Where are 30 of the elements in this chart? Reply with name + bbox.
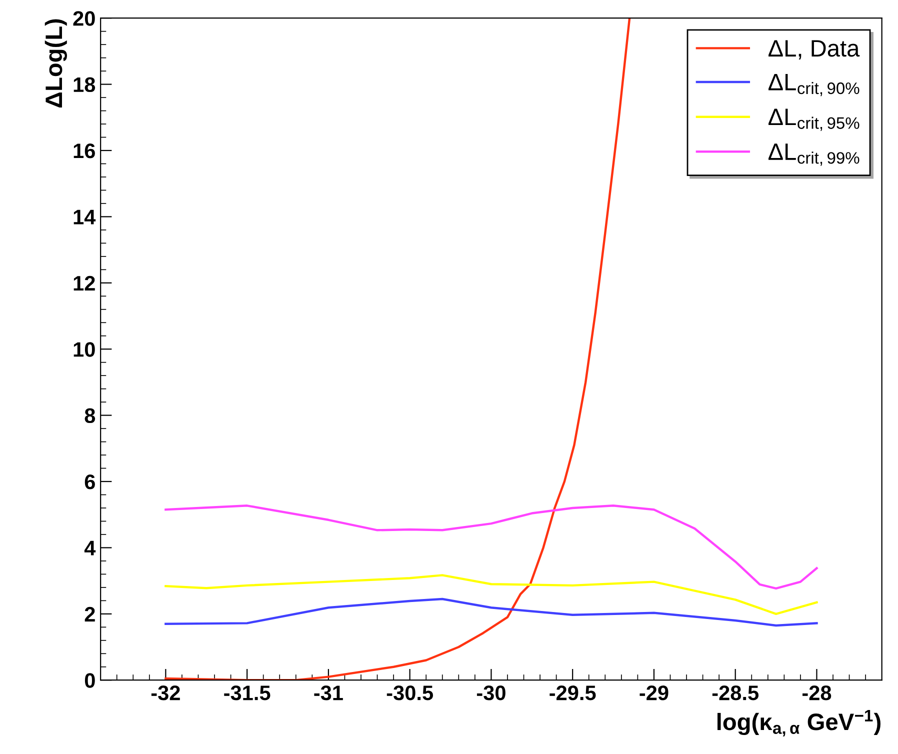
x-tick-label: -29.5 [550, 686, 596, 700]
x-tick-label: -30 [476, 686, 506, 700]
legend-label: ΔL$_{crit,99%}$ [768, 144, 860, 166]
x-tick-label: -28 [802, 686, 832, 700]
y-tick-label: 8 [84, 408, 96, 424]
y-tick-label: 18 [74, 77, 96, 92]
y-tick-label: 2 [84, 606, 95, 622]
y-tick-label: 6 [84, 474, 95, 490]
line-series [164, 504, 818, 590]
line-series [164, 598, 818, 627]
y-axis-title: ΔLog(L) [44, 19, 67, 108]
y-tick-label: 16 [74, 144, 95, 158]
x-axis-title: log(κ$_{a,α}$ GeV$^{−1}$) [718, 710, 880, 736]
x-tick-label: -31.5 [224, 686, 270, 700]
x-tick-label: -31 [314, 686, 343, 700]
y-tick-label: 20 [73, 11, 95, 26]
x-tick-label: -30.5 [386, 686, 433, 700]
x-tick-label: -32 [151, 686, 180, 700]
y-tick-label: 14 [74, 210, 96, 224]
legend-label: ΔL$_{crit,90%}$ [768, 74, 860, 96]
line-series [164, 574, 818, 616]
legend-label: ΔL$_{crit,95%}$ [768, 108, 860, 131]
y-tick-label: 4 [84, 540, 96, 556]
x-tick-label: -28.5 [712, 686, 759, 700]
x-tick-label: -29 [640, 686, 668, 700]
y-tick-label: 12 [74, 276, 95, 290]
legend-label: ΔL, Data [768, 40, 860, 60]
line-series [164, 18, 631, 680]
y-tick-label: 10 [74, 342, 95, 357]
y-tick-label: 0 [84, 673, 95, 688]
